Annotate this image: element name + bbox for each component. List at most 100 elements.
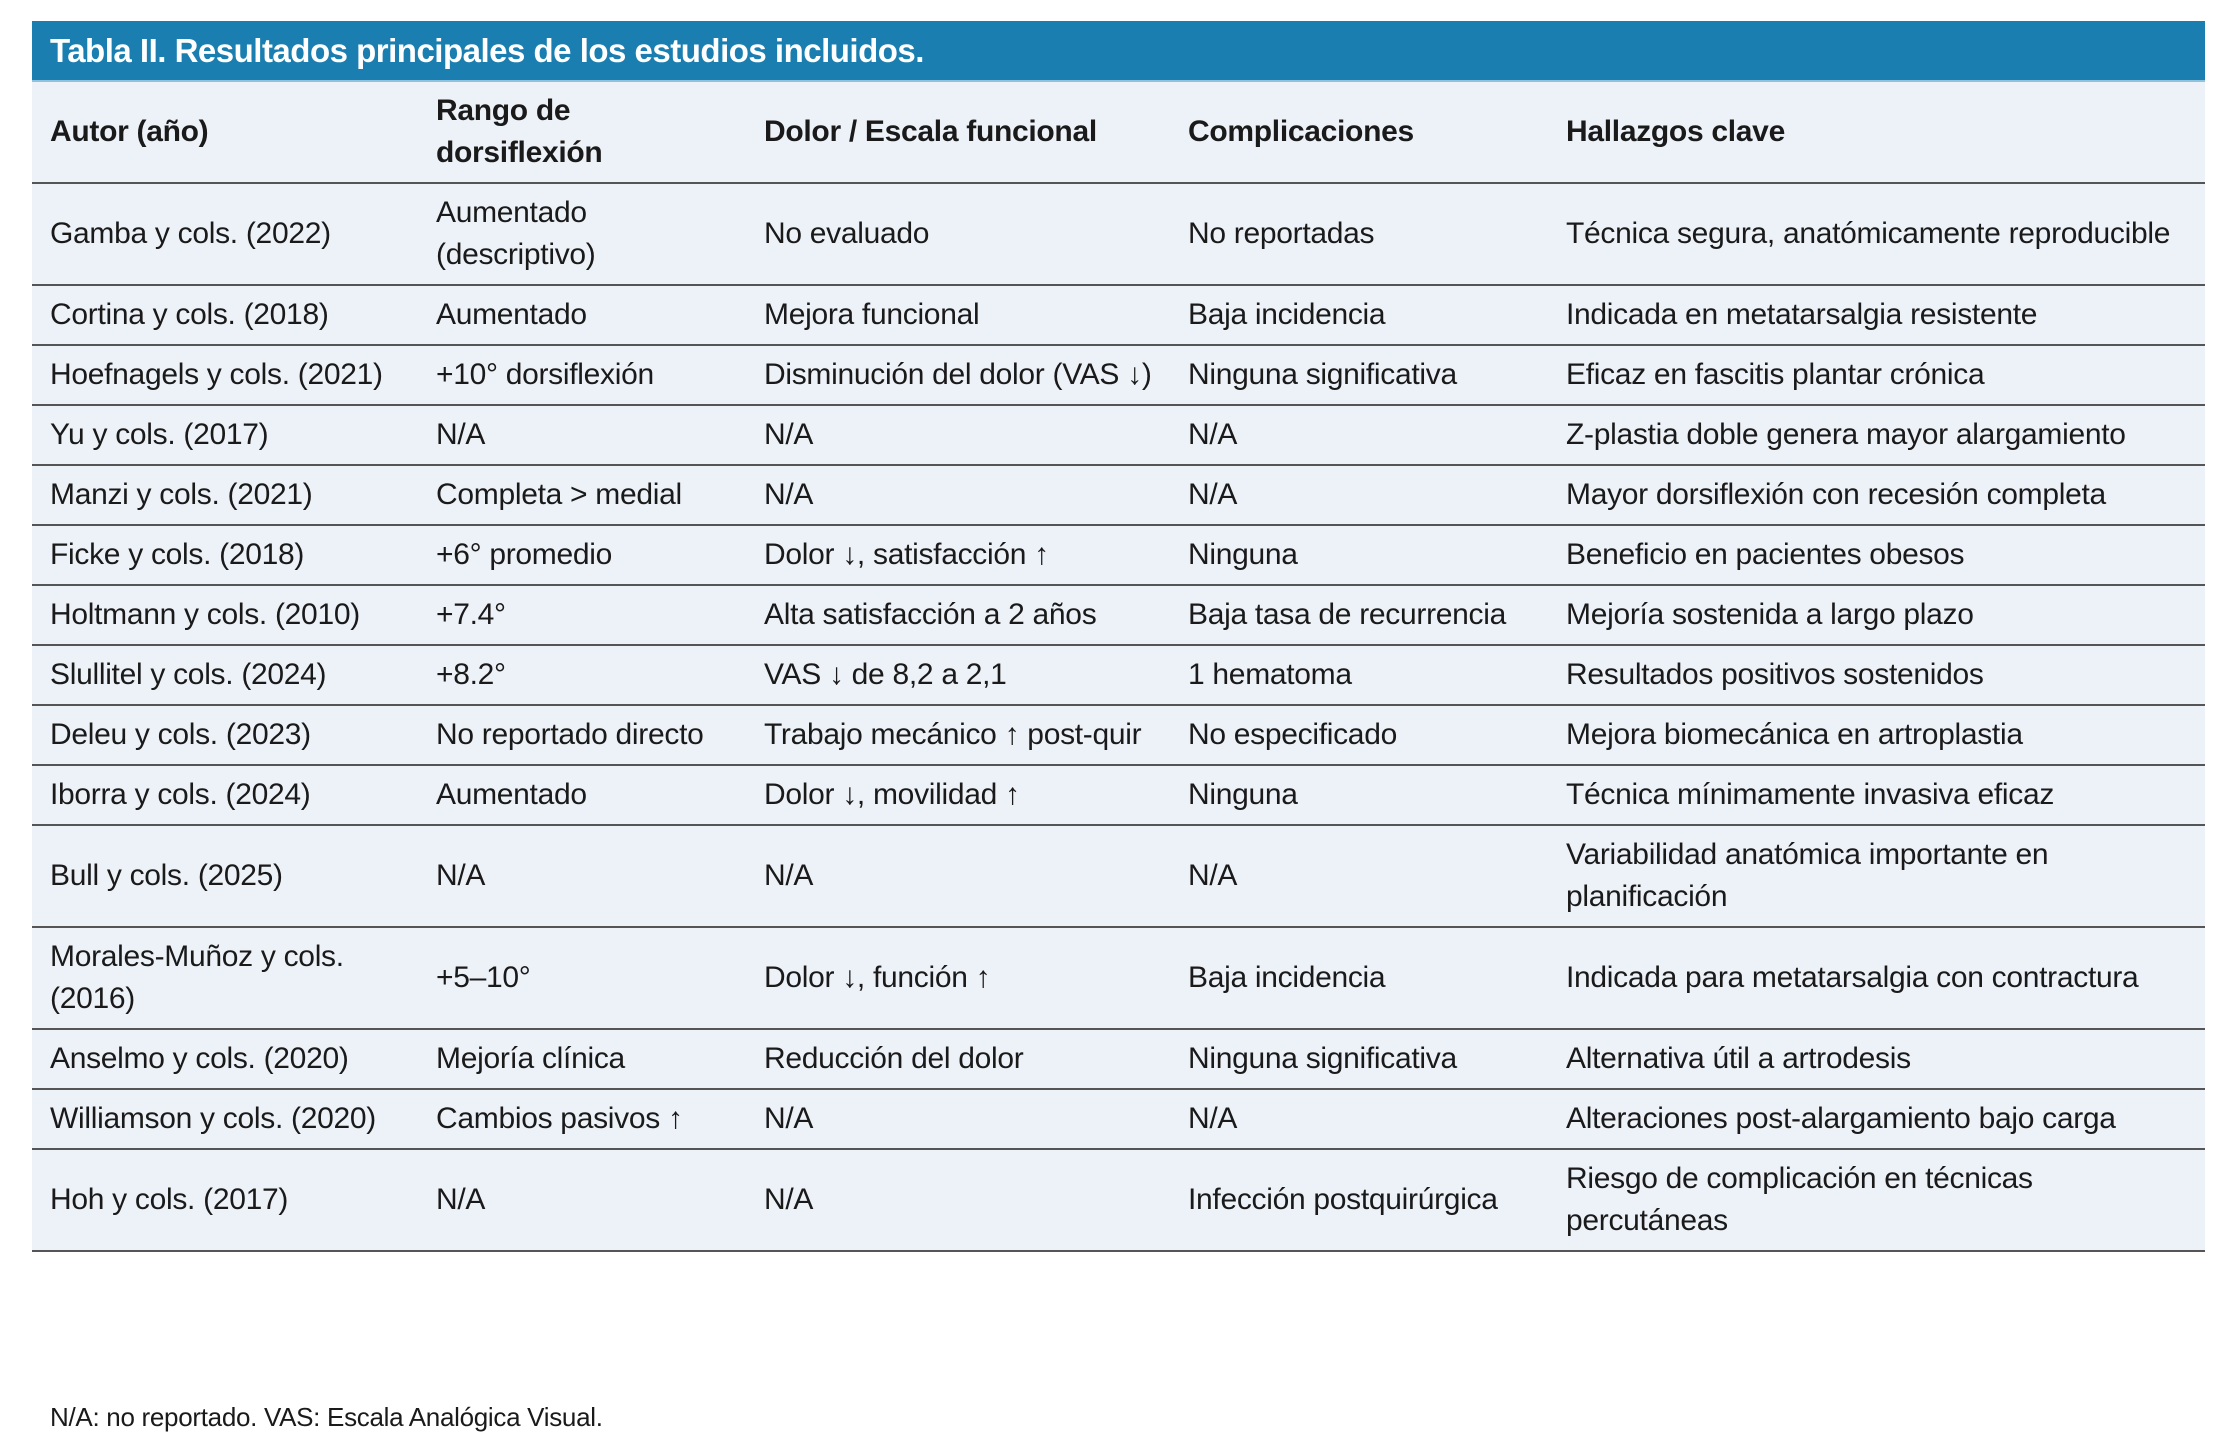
cell-pain-scale: No evaluado [764, 217, 930, 250]
cell-key-findings: Indicada para metatarsalgia con contract… [1566, 961, 2139, 994]
cell-pain-scale: N/A [764, 1102, 814, 1135]
cell-complications: Baja incidencia [1188, 298, 1386, 331]
table-row: Deleu y cols. (2023) No reportado directo… [32, 705, 2205, 765]
table-row: Iborra y cols. (2024) Aumentado Dolor ↓, m… [32, 765, 2205, 825]
cell-key-findings: Beneficio en pacientes obesos [1566, 538, 1965, 571]
cell-key-findings: Eficaz en fascitis plantar crónica [1566, 358, 1985, 391]
cell-author: Ficke y cols. (2018) [50, 538, 305, 571]
table-row: Gamba y cols. (2022) Aumentado (descripti… [32, 183, 2205, 285]
cell-key-findings: Mayor dorsiflexión con recesión completa [1566, 478, 2106, 511]
cell-dorsiflexion: Aumentado [436, 298, 587, 331]
cell-complications: N/A [1188, 859, 1238, 892]
table-row: Yu y cols. (2017) N/A N/A N/A Z-plastia dobl… [32, 405, 2205, 465]
cell-key-findings: Mejoría sostenida a largo plazo [1566, 598, 1974, 631]
cell-author: Slullitel y cols. (2024) [50, 658, 327, 691]
table-row: Holtmann y cols. (2010) +7.4° Alta satisfa… [32, 585, 2205, 645]
cell-key-findings: Alteraciones post-alargamiento bajo carg… [1566, 1102, 2116, 1135]
table-footnote: N/A: no reportado. VAS: Escala Analógica… [50, 1402, 603, 1432]
cell-dorsiflexion: Mejoría clínica [436, 1042, 625, 1075]
cell-dorsiflexion: Aumentado (descriptivo) [436, 196, 596, 271]
cell-pain-scale: N/A [764, 418, 814, 451]
table-header-row: Autor (año) Rango de dorsiflexión Dolor … [32, 82, 2205, 183]
table-row: Morales-Muñoz y cols. (2016) +5–10° Dolor … [32, 927, 2205, 1029]
cell-pain-scale: Dolor ↓, satisfacción ↑ [764, 538, 1049, 571]
cell-key-findings: Variabilidad anatómica importante en pla… [1566, 838, 2049, 913]
table-row: Williamson y cols. (2020) Cambios pasivos… [32, 1089, 2205, 1149]
header-key-findings: Hallazgos clave [1566, 115, 1785, 148]
cell-pain-scale: N/A [764, 1183, 814, 1216]
cell-complications: No especificado [1188, 718, 1397, 751]
cell-pain-scale: Dolor ↓, movilidad ↑ [764, 778, 1020, 811]
header-dorsiflexion: Rango de dorsiflexión [436, 94, 603, 169]
header-author: Autor (año) [50, 115, 209, 148]
table-row: Hoh y cols. (2017) N/A N/A Infección postqu… [32, 1149, 2205, 1251]
table-row: Ficke y cols. (2018) +6° promedio Dolor ↓,… [32, 525, 2205, 585]
table-title: Tabla II. Resultados principales de los … [32, 21, 2205, 82]
cell-author: Morales-Muñoz y cols. (2016) [50, 940, 344, 1015]
cell-pain-scale: Alta satisfacción a 2 años [764, 598, 1097, 631]
cell-complications: Baja incidencia [1188, 961, 1386, 994]
table-row: Slullitel y cols. (2024) +8.2° VAS ↓ de 8,… [32, 645, 2205, 705]
table-row: Cortina y cols. (2018) Aumentado Mejora fu… [32, 285, 2205, 345]
cell-complications: Ninguna [1188, 778, 1298, 811]
table-row: Manzi y cols. (2021) Completa > medial N/A… [32, 465, 2205, 525]
cell-author: Yu y cols. (2017) [50, 418, 269, 451]
cell-author: Holtmann y cols. (2010) [50, 598, 360, 631]
cell-author: Hoh y cols. (2017) [50, 1183, 289, 1216]
cell-dorsiflexion: +8.2° [436, 658, 506, 691]
table-row: Hoefnagels y cols. (2021) +10° dorsiflexi… [32, 345, 2205, 405]
cell-author: Hoefnagels y cols. (2021) [50, 358, 383, 391]
cell-pain-scale: N/A [764, 478, 814, 511]
cell-dorsiflexion: +7.4° [436, 598, 506, 631]
cell-dorsiflexion: Aumentado [436, 778, 587, 811]
cell-pain-scale: Reducción del dolor [764, 1042, 1024, 1075]
cell-author: Deleu y cols. (2023) [50, 718, 311, 751]
cell-dorsiflexion: Completa > medial [436, 478, 682, 511]
cell-complications: N/A [1188, 1102, 1238, 1135]
cell-author: Anselmo y cols. (2020) [50, 1042, 349, 1075]
cell-pain-scale: Dolor ↓, función ↑ [764, 961, 991, 994]
results-table-container: Tabla II. Resultados principales de los … [32, 21, 2205, 1252]
cell-key-findings: Riesgo de complicación en técnicas percu… [1566, 1162, 2033, 1237]
cell-key-findings: Mejora biomecánica en artroplastia [1566, 718, 2023, 751]
cell-pain-scale: VAS ↓ de 8,2 a 2,1 [764, 658, 1007, 691]
table-row: Bull y cols. (2025) N/A N/A N/A Variabilidad… [32, 825, 2205, 927]
header-pain-scale: Dolor / Escala funcional [764, 115, 1097, 148]
cell-author: Iborra y cols. (2024) [50, 778, 311, 811]
cell-pain-scale: Disminución del dolor (VAS ↓) [764, 358, 1152, 391]
cell-complications: Baja tasa de recurrencia [1188, 598, 1506, 631]
cell-key-findings: Alternativa útil a artrodesis [1566, 1042, 1911, 1075]
cell-dorsiflexion: N/A [436, 1183, 486, 1216]
cell-key-findings: Indicada en metatarsalgia resistente [1566, 298, 2038, 331]
cell-complications: No reportadas [1188, 217, 1375, 250]
cell-key-findings: Técnica mínimamente invasiva eficaz [1566, 778, 2055, 811]
cell-complications: Infección postquirúrgica [1188, 1183, 1498, 1216]
cell-complications: N/A [1188, 418, 1238, 451]
cell-dorsiflexion: +5–10° [436, 961, 531, 994]
cell-dorsiflexion: Cambios pasivos ↑ [436, 1102, 683, 1135]
cell-dorsiflexion: No reportado directo [436, 718, 704, 751]
cell-author: Bull y cols. (2025) [50, 859, 283, 892]
results-table: Autor (año) Rango de dorsiflexión Dolor … [32, 82, 2205, 1252]
cell-dorsiflexion: N/A [436, 859, 486, 892]
cell-author: Gamba y cols. (2022) [50, 217, 331, 250]
cell-author: Cortina y cols. (2018) [50, 298, 329, 331]
header-complications: Complicaciones [1188, 115, 1414, 148]
cell-complications: Ninguna significativa [1188, 1042, 1457, 1075]
cell-pain-scale: Trabajo mecánico ↑ post-quir [764, 718, 1142, 751]
cell-dorsiflexion: N/A [436, 418, 486, 451]
cell-author: Manzi y cols. (2021) [50, 478, 313, 511]
cell-complications: Ninguna [1188, 538, 1298, 571]
cell-complications: 1 hematoma [1188, 658, 1352, 691]
table-row: Anselmo y cols. (2020) Mejoría clínica Red… [32, 1029, 2205, 1089]
cell-pain-scale: Mejora funcional [764, 298, 980, 331]
cell-pain-scale: N/A [764, 859, 814, 892]
cell-key-findings: Z-plastia doble genera mayor alargamient… [1566, 418, 2126, 451]
cell-dorsiflexion: +10° dorsiflexión [436, 358, 654, 391]
cell-key-findings: Técnica segura, anatómicamente reproduci… [1566, 217, 2171, 250]
cell-dorsiflexion: +6° promedio [436, 538, 613, 571]
cell-complications: N/A [1188, 478, 1238, 511]
cell-author: Williamson y cols. (2020) [50, 1102, 376, 1135]
cell-complications: Ninguna significativa [1188, 358, 1457, 391]
cell-key-findings: Resultados positivos sostenidos [1566, 658, 1984, 691]
